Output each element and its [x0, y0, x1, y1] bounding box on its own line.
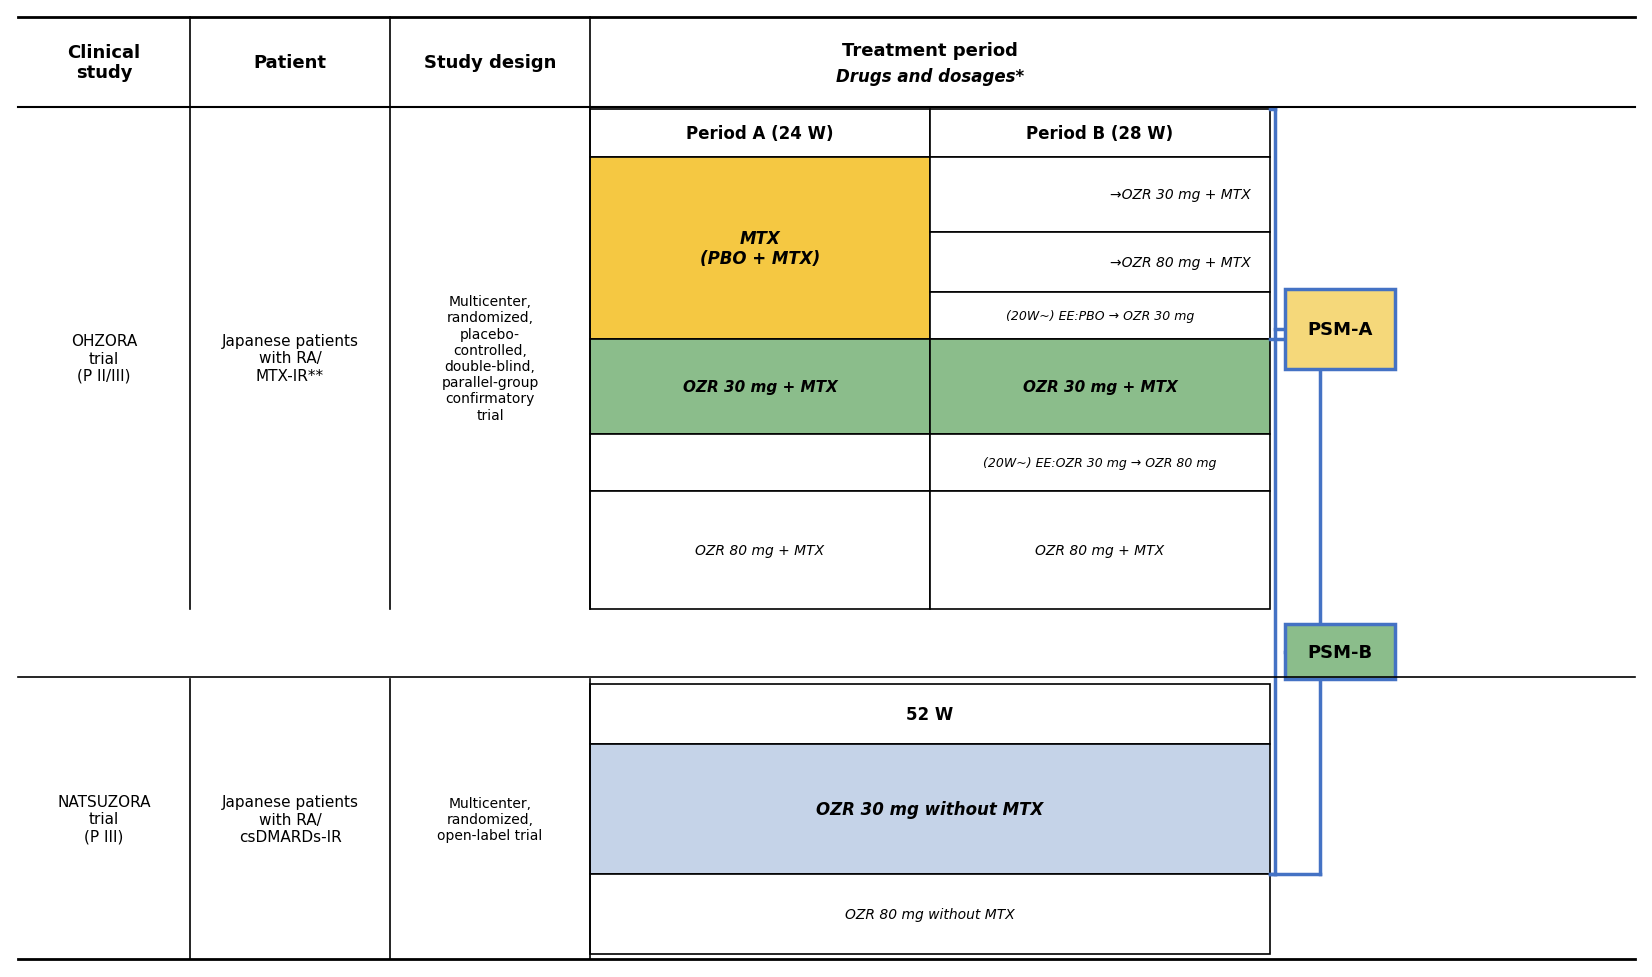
Bar [590, 435, 930, 491]
Bar [590, 874, 1270, 954]
Text: (20W~) EE:PBO → OZR 30 mg: (20W~) EE:PBO → OZR 30 mg [1006, 310, 1194, 322]
Text: Study design: Study design [425, 54, 557, 72]
Bar [590, 491, 930, 610]
Bar [930, 435, 1270, 491]
Bar [1285, 290, 1394, 369]
Text: Japanese patients
with RA/
csDMARDs-IR: Japanese patients with RA/ csDMARDs-IR [221, 794, 358, 844]
Text: →OZR 30 mg + MTX: →OZR 30 mg + MTX [1110, 189, 1251, 202]
Bar [930, 233, 1270, 293]
Bar [590, 158, 930, 340]
Bar [590, 744, 1270, 874]
Text: Treatment period: Treatment period [843, 42, 1018, 60]
Text: Japanese patients
with RA/
MTX-IR**: Japanese patients with RA/ MTX-IR** [221, 334, 358, 384]
Text: OZR 30 mg + MTX: OZR 30 mg + MTX [1023, 380, 1178, 395]
Text: OZR 80 mg without MTX: OZR 80 mg without MTX [846, 907, 1014, 921]
Bar [930, 340, 1270, 435]
Text: OZR 80 mg + MTX: OZR 80 mg + MTX [1036, 543, 1165, 558]
Text: NATSUZORA
trial
(P III): NATSUZORA trial (P III) [58, 794, 150, 844]
Text: OHZORA
trial
(P II/III): OHZORA trial (P II/III) [71, 334, 137, 384]
Text: PSM-B: PSM-B [1307, 643, 1373, 660]
Text: Multicenter,
randomized,
open-label trial: Multicenter, randomized, open-label tria… [438, 796, 542, 842]
Bar [590, 340, 930, 435]
Text: Period A (24 W): Period A (24 W) [686, 125, 834, 143]
Bar [590, 684, 1270, 744]
Bar [590, 109, 930, 158]
Text: OZR 30 mg without MTX: OZR 30 mg without MTX [816, 800, 1044, 818]
Text: OZR 30 mg + MTX: OZR 30 mg + MTX [682, 380, 838, 395]
Bar [930, 109, 1270, 158]
Bar [930, 491, 1270, 610]
Text: OZR 80 mg + MTX: OZR 80 mg + MTX [695, 543, 824, 558]
Text: Patient: Patient [253, 54, 327, 72]
Text: PSM-A: PSM-A [1307, 320, 1373, 339]
Text: Period B (28 W): Period B (28 W) [1026, 125, 1173, 143]
Bar [930, 293, 1270, 340]
Text: 52 W: 52 W [907, 705, 953, 723]
Bar [1285, 624, 1394, 679]
Text: (20W~) EE:OZR 30 mg → OZR 80 mg: (20W~) EE:OZR 30 mg → OZR 80 mg [983, 456, 1216, 470]
Text: →OZR 80 mg + MTX: →OZR 80 mg + MTX [1110, 256, 1251, 270]
Text: Clinical
study: Clinical study [68, 44, 140, 82]
Text: Drugs and dosages*: Drugs and dosages* [836, 68, 1024, 86]
Bar [930, 158, 1270, 233]
Text: Multicenter,
randomized,
placebo-
controlled,
double-blind,
parallel-group
confi: Multicenter, randomized, placebo- contro… [441, 295, 539, 422]
Text: MTX
(PBO + MTX): MTX (PBO + MTX) [700, 230, 819, 268]
